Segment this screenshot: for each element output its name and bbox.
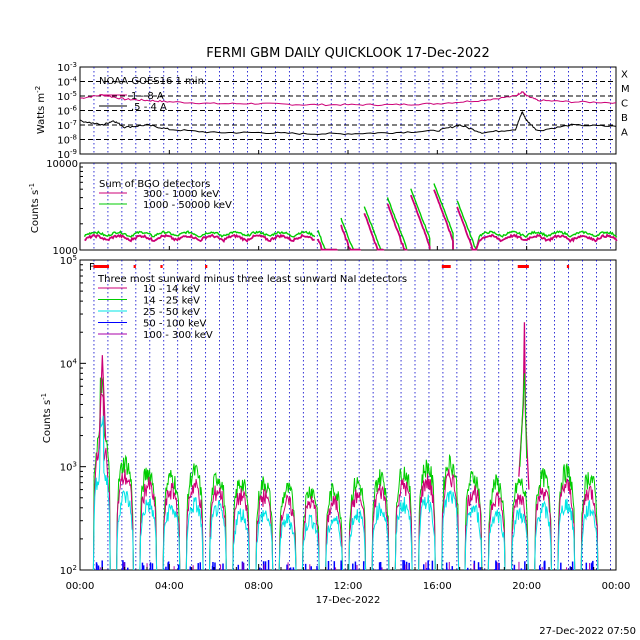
nai-series-line — [92, 376, 599, 571]
nai-series-line — [92, 392, 599, 571]
nai-y-tick-label: 105 — [60, 254, 77, 267]
flare-flag-marker — [441, 265, 451, 268]
nai-legend-title: Three most sunward minus three least sun… — [97, 274, 407, 285]
goes-legend-label: .5 - 4 A — [131, 102, 167, 113]
goes-legend-label: 1 - 8 A — [131, 91, 164, 102]
goes-y-tick-label: 10-3 — [57, 61, 77, 74]
goes-y-tick-label: 10-4 — [57, 76, 77, 89]
axes: 00:00 04:00 08:00 12:00 16:00 20:00 00:00 10-3 1… — [28, 61, 630, 592]
nai-y-axis-label: Counts s-1 — [40, 393, 53, 443]
bgo-legend-title: Sum of BGO detectors — [99, 179, 210, 190]
nai-legend-label: 25 - 50 keV — [143, 307, 200, 318]
nai-y-tick-label: 103 — [60, 461, 77, 474]
bgo-legend-label: 1000 - 50000 keV — [143, 200, 232, 211]
footer-timestamp: 27-Dec-2022 07:50 — [539, 626, 636, 637]
bgo-series-line — [84, 189, 618, 251]
goes-series-line — [79, 110, 617, 136]
bgo-y-tick-label: 10000 — [46, 159, 78, 170]
figure-title: FERMI GBM DAILY QUICKLOOK 17-Dec-2022 — [206, 46, 490, 61]
x-tick-label: 08:00 — [244, 581, 273, 592]
nai-series-line — [92, 415, 599, 571]
x-tick-label: 00:00 — [66, 581, 95, 592]
flare-flag-marker — [160, 265, 163, 268]
goes-y-axis-label: Watts m-2 — [34, 86, 47, 134]
flare-flag-marker — [133, 265, 136, 268]
nai-legend-label: 50 - 100 keV — [143, 319, 207, 330]
nai-legend-label: 14 - 25 keV — [143, 296, 200, 307]
flare-flag-marker — [205, 265, 208, 268]
nai-legend-label: 10 - 14 keV — [143, 284, 200, 295]
flare-flag-marker — [517, 265, 529, 268]
nai-flare-spike — [519, 373, 528, 467]
bgo-y-axis-label: Counts s-1 — [28, 183, 41, 233]
goes-y-tick-label: 10-5 — [57, 90, 77, 103]
flare-class-label: C — [621, 99, 628, 110]
flare-class-label: M — [621, 84, 630, 95]
x-tick-label: 16:00 — [423, 581, 452, 592]
flare-flag-marker — [566, 265, 570, 268]
bgo-y-tick-label: 1000 — [53, 246, 78, 257]
flare-flag-marker — [93, 265, 110, 268]
flare-class-label: A — [621, 128, 628, 139]
flare-class-label: B — [621, 113, 628, 124]
flag-marker-label: F — [89, 262, 95, 273]
goes-y-tick-label: 10-9 — [57, 148, 77, 161]
goes-y-tick-label: 10-6 — [57, 105, 77, 118]
goes-y-tick-label: 10-7 — [57, 119, 77, 132]
nai-y-tick-label: 104 — [60, 357, 78, 370]
goes-y-tick-label: 10-8 — [57, 134, 77, 147]
nai-early-spike — [98, 355, 107, 449]
x-tick-label: 04:00 — [155, 581, 184, 592]
x-tick-label: 12:00 — [334, 581, 363, 592]
bgo-legend-label: 300 - 1000 keV — [143, 189, 219, 200]
x-tick-label: 00:00 — [602, 581, 631, 592]
date-label: 17-Dec-2022 — [316, 595, 381, 606]
flare-class-label: X — [621, 70, 628, 81]
goes-series-line — [79, 91, 617, 107]
nai-legend-label: 100 - 300 keV — [143, 330, 213, 341]
goes-legend-title: NOAA GOES16 1 min — [99, 76, 204, 87]
x-tick-label: 20:00 — [512, 581, 541, 592]
nai-y-tick-label: 102 — [60, 564, 77, 577]
